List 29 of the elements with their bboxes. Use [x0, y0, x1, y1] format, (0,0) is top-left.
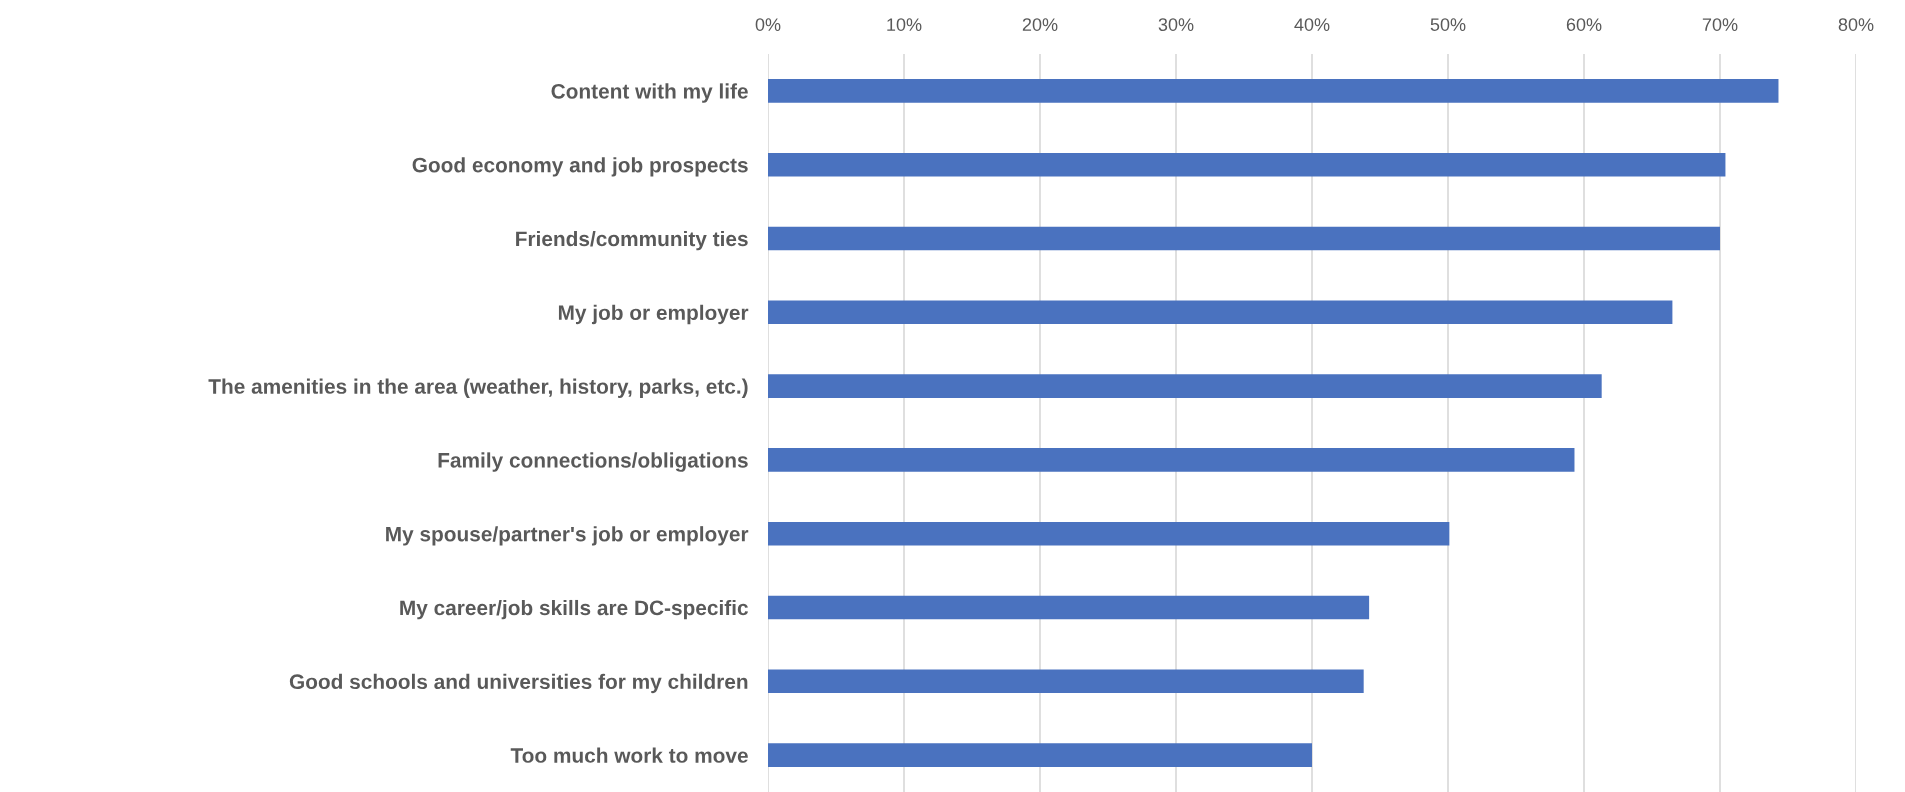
x-tick-label: 30% [1158, 18, 1194, 31]
x-tick-label: 0% [755, 18, 781, 31]
y-tick-label: Too much work to move [510, 747, 748, 763]
bar [768, 448, 1575, 472]
y-tick-label: My career/job skills are DC-specific [400, 599, 748, 620]
x-tick-label: 80% [1838, 18, 1874, 31]
bar [768, 79, 1779, 103]
bar [768, 374, 1602, 398]
x-tick-label: 60% [1566, 18, 1602, 31]
bar [768, 226, 1720, 251]
bar [768, 521, 1450, 546]
y-tick-label: Good schools and universities for my children [289, 673, 748, 694]
y-tick-label: My job or employer [558, 304, 749, 325]
y-tick-label: My spouse/partner's job or employer [386, 526, 749, 546]
bar [768, 595, 1370, 620]
bar [768, 669, 1364, 694]
x-tick-label: 10% [887, 18, 922, 31]
y-tick-label: Content with my life [551, 83, 748, 103]
y-tick-label: Family connections/obligations [438, 452, 748, 472]
x-tick-label: 70% [1702, 18, 1738, 31]
bar [768, 152, 1726, 177]
y-tick-label: Friends/community ties [516, 230, 748, 251]
x-tick-label: 20% [1022, 18, 1058, 31]
y-tick-label: The amenities in the area (weather, history, parks, etc.) [208, 378, 748, 398]
bar [768, 300, 1673, 325]
x-tick-label: 40% [1294, 18, 1330, 31]
bar [768, 743, 1312, 767]
x-tick-label: 50% [1430, 18, 1466, 31]
y-tick-label: Good economy and job prospects [412, 157, 748, 177]
